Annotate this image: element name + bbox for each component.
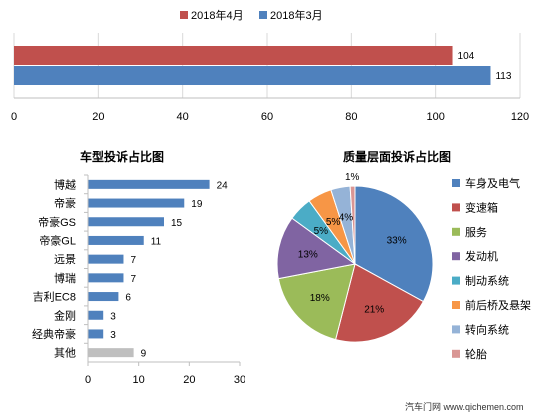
legend-swatch [452, 301, 460, 309]
bar-8 [88, 329, 104, 339]
legend-label: 转向系统 [465, 322, 509, 336]
bar-march [14, 66, 491, 85]
legend-swatch [180, 11, 188, 19]
x-tick-label: 100 [426, 111, 444, 123]
legend-label: 变速箱 [465, 200, 498, 214]
category-label: 博越 [54, 177, 76, 191]
model-chart-bars [88, 179, 210, 358]
legend-label: 前后桥及悬架 [465, 298, 531, 312]
bar-value-label: 104 [458, 51, 475, 62]
bar-value-label: 11 [151, 236, 162, 247]
x-tick-label: 10 [133, 374, 145, 386]
x-tick-label: 0 [85, 374, 91, 386]
category-label: 经典帝豪 [32, 327, 76, 341]
x-tick-label: 80 [345, 111, 357, 123]
bar-4 [88, 254, 124, 264]
pie-slice-3 [276, 217, 357, 280]
pie-percent-label: 5% [314, 226, 329, 237]
top-chart-legend: 2018年4月 2018年3月 [180, 8, 323, 22]
bar-value-label: 24 [217, 180, 229, 191]
pie-percent-label: 33% [387, 235, 407, 246]
bar-value-label: 6 [125, 293, 131, 304]
legend-swatch [452, 276, 460, 285]
bar-6 [88, 292, 119, 302]
legend-swatch [452, 252, 460, 261]
pie-slice-0 [354, 185, 434, 303]
category-label: 吉利EC8 [33, 291, 76, 304]
x-tick-label: 120 [511, 111, 529, 123]
legend-swatch [452, 349, 460, 358]
bar-3 [88, 235, 144, 245]
category-label: 远景 [54, 253, 76, 266]
bar-value-label: 3 [110, 330, 116, 341]
pie-slice-1 [334, 263, 425, 343]
pie-percent-label: 18% [310, 293, 330, 304]
x-tick-label: 20 [92, 111, 104, 123]
legend-label: 制动系统 [465, 275, 509, 288]
bar-value-label: 7 [130, 274, 136, 285]
legend-label: 轮胎 [465, 347, 487, 361]
category-label: 帝豪GL [39, 233, 76, 247]
legend-label: 2018年3月 [270, 8, 323, 22]
pie-percent-labels: 33%21%18%13%5%5%4%1% [298, 172, 407, 315]
pie-percent-label: 4% [339, 212, 354, 223]
bar-value-label: 3 [110, 311, 116, 322]
pie-percent-label: 21% [364, 304, 384, 315]
bar-1 [88, 198, 185, 208]
legend-label: 2018年4月 [191, 8, 244, 22]
pie-percent-label: 5% [326, 217, 341, 228]
x-tick-label: 60 [261, 111, 273, 123]
top-chart-grid [13, 33, 521, 99]
x-tick-label: 20 [183, 374, 195, 386]
bar-7 [88, 310, 104, 320]
top-chart-x-ticks: 0 20 40 60 80 100 120 [11, 111, 529, 123]
model-chart-axis [84, 174, 241, 366]
legend-label: 服务 [465, 226, 487, 239]
category-label: 其他 [54, 347, 76, 360]
bar-value-label: 9 [141, 349, 147, 360]
model-chart-x-ticks: 0 10 20 30 [85, 374, 245, 386]
x-tick-label: 30 [234, 374, 245, 386]
bar-value-label: 15 [171, 218, 183, 229]
category-label: 博瑞 [54, 271, 76, 285]
watermark-text: 汽车门网 www.qichemen.com [405, 401, 524, 412]
legend-swatch [452, 179, 460, 187]
bar-value-label: 113 [495, 71, 511, 82]
x-tick-label: 40 [177, 111, 189, 123]
top-comparison-chart: 2018年4月 2018年3月 104 113 0 20 40 60 80 100 120 [11, 8, 529, 123]
quality-complaint-pie-chart: 质量层面投诉占比图 33%21%18%13%5%5%4%1% 车身及电气变速箱服… [276, 149, 531, 412]
x-tick-label: 0 [11, 111, 17, 123]
model-chart-title: 车型投诉占比图 [80, 149, 164, 164]
bar-5 [88, 273, 124, 283]
legend-swatch [452, 203, 460, 212]
pie-percent-label: 1% [345, 172, 360, 183]
legend-swatch [259, 11, 267, 19]
legend-swatch [452, 325, 460, 334]
pie-percent-label: 13% [298, 249, 318, 260]
bar-9 [88, 348, 134, 358]
pie-chart-title: 质量层面投诉占比图 [343, 149, 451, 164]
bar-april [14, 46, 453, 65]
legend-swatch [452, 227, 460, 236]
bar-value-label: 7 [130, 255, 136, 266]
legend-label: 车身及电气 [465, 176, 520, 190]
pie-slices [276, 185, 434, 343]
category-label: 帝豪GS [38, 215, 76, 229]
bar-2 [88, 217, 164, 227]
category-label: 帝豪 [54, 196, 76, 210]
bar-0 [88, 179, 210, 189]
legend-label: 发动机 [465, 249, 498, 263]
bar-value-label: 19 [191, 199, 203, 210]
top-chart-bars: 104 113 [14, 46, 512, 85]
category-label: 金刚 [54, 308, 76, 322]
pie-slice-2 [277, 263, 356, 341]
pie-slice-7 [349, 185, 356, 265]
